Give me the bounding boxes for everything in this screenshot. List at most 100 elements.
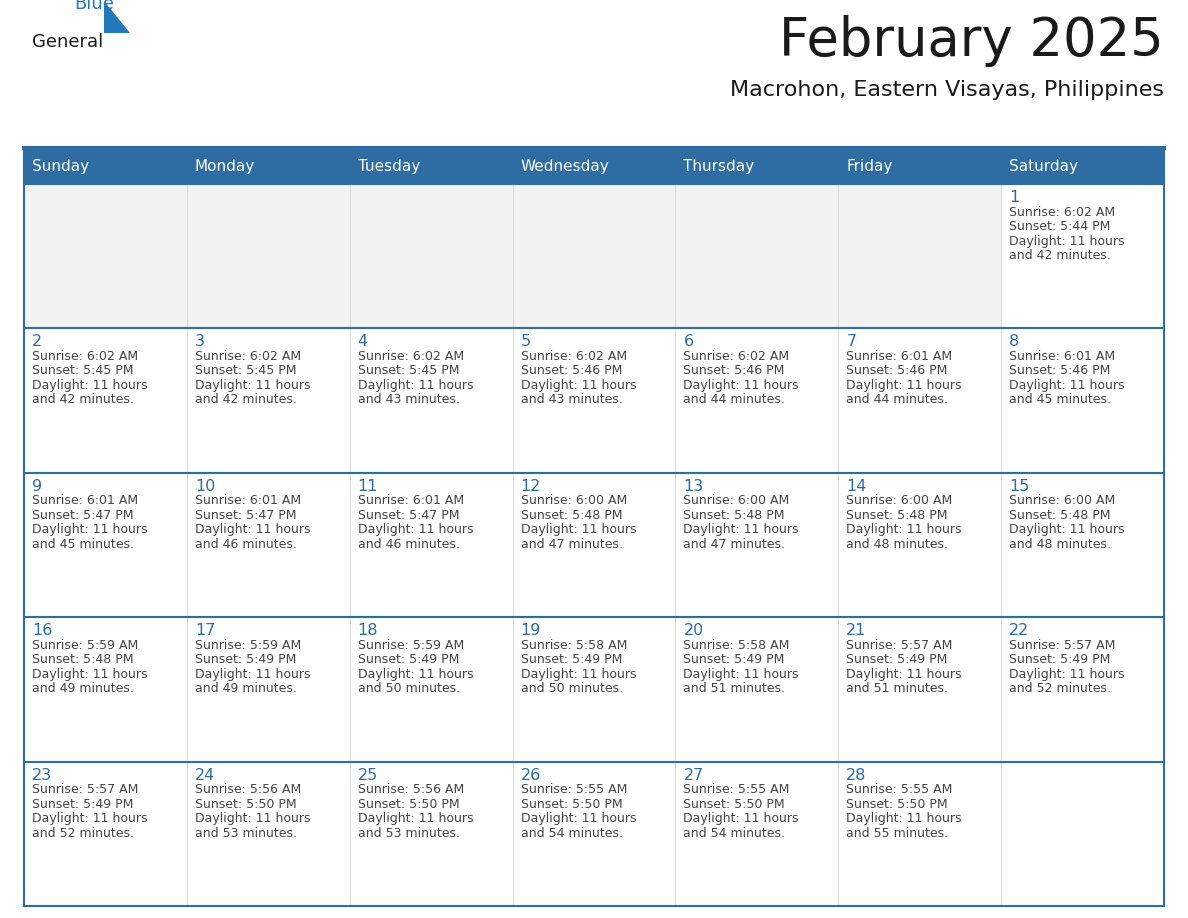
Text: Friday: Friday	[846, 159, 892, 174]
Text: Sunrise: 6:01 AM: Sunrise: 6:01 AM	[846, 350, 953, 363]
Text: General: General	[32, 33, 103, 51]
Text: Daylight: 11 hours: Daylight: 11 hours	[358, 667, 473, 681]
Bar	[839, 473, 1001, 617]
Text: Sunset: 5:47 PM: Sunset: 5:47 PM	[358, 509, 460, 521]
Text: Sunrise: 5:56 AM: Sunrise: 5:56 AM	[195, 783, 301, 796]
Text: 10: 10	[195, 479, 215, 494]
Text: Sunset: 5:50 PM: Sunset: 5:50 PM	[520, 798, 623, 811]
Text: Sunset: 5:50 PM: Sunset: 5:50 PM	[195, 798, 297, 811]
Bar	[1001, 617, 1164, 762]
Text: Daylight: 11 hours: Daylight: 11 hours	[520, 667, 636, 681]
Text: and 46 minutes.: and 46 minutes.	[195, 538, 297, 551]
Text: Daylight: 11 hours: Daylight: 11 hours	[32, 812, 147, 825]
Text: and 50 minutes.: and 50 minutes.	[358, 682, 460, 695]
Text: Sunrise: 5:58 AM: Sunrise: 5:58 AM	[683, 639, 790, 652]
Text: Sunrise: 6:01 AM: Sunrise: 6:01 AM	[358, 494, 463, 508]
Text: and 48 minutes.: and 48 minutes.	[1009, 538, 1111, 551]
Text: Sunset: 5:46 PM: Sunset: 5:46 PM	[846, 364, 948, 377]
Text: and 53 minutes.: and 53 minutes.	[358, 826, 460, 840]
Bar	[512, 184, 676, 329]
Bar	[24, 329, 187, 473]
Text: 13: 13	[683, 479, 703, 494]
Text: Sunset: 5:47 PM: Sunset: 5:47 PM	[195, 509, 296, 521]
Bar	[1001, 473, 1164, 617]
Text: Daylight: 11 hours: Daylight: 11 hours	[683, 812, 798, 825]
Bar	[349, 184, 512, 329]
Text: 18: 18	[358, 623, 378, 638]
Text: Daylight: 11 hours: Daylight: 11 hours	[32, 379, 147, 392]
Bar	[512, 473, 676, 617]
Bar	[349, 762, 512, 906]
Text: Monday: Monday	[195, 159, 255, 174]
Text: 20: 20	[683, 623, 703, 638]
Text: and 42 minutes.: and 42 minutes.	[32, 394, 134, 407]
Text: 11: 11	[358, 479, 378, 494]
Text: Sunset: 5:50 PM: Sunset: 5:50 PM	[358, 798, 460, 811]
Text: Sunset: 5:50 PM: Sunset: 5:50 PM	[846, 798, 948, 811]
Bar	[1001, 329, 1164, 473]
Bar	[187, 762, 349, 906]
Text: Sunset: 5:46 PM: Sunset: 5:46 PM	[1009, 364, 1111, 377]
Text: Sunset: 5:49 PM: Sunset: 5:49 PM	[683, 654, 785, 666]
Text: 1: 1	[1009, 190, 1019, 205]
Bar	[24, 148, 187, 184]
Text: Daylight: 11 hours: Daylight: 11 hours	[683, 667, 798, 681]
Bar	[349, 329, 512, 473]
Text: 6: 6	[683, 334, 694, 350]
Text: Daylight: 11 hours: Daylight: 11 hours	[846, 812, 962, 825]
Text: 7: 7	[846, 334, 857, 350]
Text: Sunrise: 5:59 AM: Sunrise: 5:59 AM	[358, 639, 465, 652]
Bar	[349, 473, 512, 617]
Bar	[512, 762, 676, 906]
Text: Blue: Blue	[74, 0, 114, 13]
Text: 19: 19	[520, 623, 541, 638]
Text: and 46 minutes.: and 46 minutes.	[358, 538, 460, 551]
Text: Sunrise: 6:02 AM: Sunrise: 6:02 AM	[683, 350, 790, 363]
Text: Sunrise: 6:01 AM: Sunrise: 6:01 AM	[195, 494, 301, 508]
Text: 26: 26	[520, 767, 541, 783]
Text: Daylight: 11 hours: Daylight: 11 hours	[358, 523, 473, 536]
Text: 17: 17	[195, 623, 215, 638]
Text: Sunrise: 5:57 AM: Sunrise: 5:57 AM	[32, 783, 138, 796]
Text: Sunrise: 6:02 AM: Sunrise: 6:02 AM	[1009, 206, 1116, 218]
Text: Sunday: Sunday	[32, 159, 89, 174]
Text: 16: 16	[32, 623, 52, 638]
Text: Sunrise: 6:02 AM: Sunrise: 6:02 AM	[32, 350, 138, 363]
Text: Daylight: 11 hours: Daylight: 11 hours	[195, 379, 310, 392]
Text: Sunrise: 6:00 AM: Sunrise: 6:00 AM	[1009, 494, 1116, 508]
Text: Daylight: 11 hours: Daylight: 11 hours	[846, 667, 962, 681]
Text: 5: 5	[520, 334, 531, 350]
Text: 24: 24	[195, 767, 215, 783]
Text: and 42 minutes.: and 42 minutes.	[1009, 249, 1111, 262]
Text: Sunset: 5:45 PM: Sunset: 5:45 PM	[195, 364, 296, 377]
Text: and 52 minutes.: and 52 minutes.	[1009, 682, 1111, 695]
Text: and 54 minutes.: and 54 minutes.	[520, 826, 623, 840]
Text: Daylight: 11 hours: Daylight: 11 hours	[520, 523, 636, 536]
Bar	[839, 184, 1001, 329]
Text: and 47 minutes.: and 47 minutes.	[683, 538, 785, 551]
Text: February 2025: February 2025	[779, 15, 1164, 67]
Text: Sunrise: 5:56 AM: Sunrise: 5:56 AM	[358, 783, 465, 796]
Text: and 51 minutes.: and 51 minutes.	[683, 682, 785, 695]
Bar	[187, 617, 349, 762]
Bar	[1001, 148, 1164, 184]
Text: and 45 minutes.: and 45 minutes.	[32, 538, 134, 551]
Text: 27: 27	[683, 767, 703, 783]
Text: Sunset: 5:48 PM: Sunset: 5:48 PM	[846, 509, 948, 521]
Text: Sunrise: 5:58 AM: Sunrise: 5:58 AM	[520, 639, 627, 652]
Text: Sunrise: 5:57 AM: Sunrise: 5:57 AM	[846, 639, 953, 652]
Bar	[839, 762, 1001, 906]
Text: Sunset: 5:48 PM: Sunset: 5:48 PM	[32, 654, 133, 666]
Bar	[1001, 184, 1164, 329]
Text: Sunrise: 6:01 AM: Sunrise: 6:01 AM	[32, 494, 138, 508]
Text: 25: 25	[358, 767, 378, 783]
Text: Daylight: 11 hours: Daylight: 11 hours	[1009, 667, 1125, 681]
Text: Sunrise: 6:02 AM: Sunrise: 6:02 AM	[358, 350, 463, 363]
Bar	[512, 329, 676, 473]
Text: Sunrise: 6:00 AM: Sunrise: 6:00 AM	[683, 494, 790, 508]
Text: Wednesday: Wednesday	[520, 159, 609, 174]
Text: Sunrise: 5:59 AM: Sunrise: 5:59 AM	[32, 639, 138, 652]
Text: 23: 23	[32, 767, 52, 783]
Text: Daylight: 11 hours: Daylight: 11 hours	[846, 379, 962, 392]
Text: Sunset: 5:48 PM: Sunset: 5:48 PM	[1009, 509, 1111, 521]
